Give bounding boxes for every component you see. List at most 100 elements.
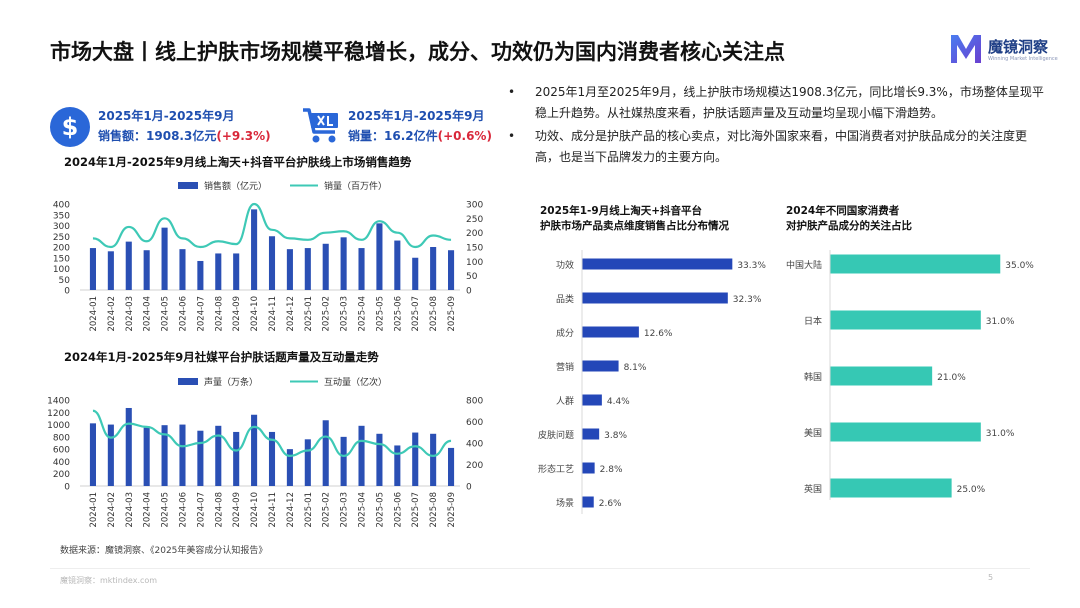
category-label: 皮肤问题: [538, 429, 574, 441]
bar-mark: [358, 425, 365, 486]
chart-selling-point-title: 2025年1-9月线上淘天+抖音平台 护肤市场产品卖点维度销售占比分布情况: [540, 204, 729, 234]
y-right-tick: 800: [466, 397, 483, 407]
hbar-mark: [582, 394, 602, 406]
kpi-volume-label: 销量：: [348, 129, 385, 143]
y-left-tick: 400: [53, 201, 70, 211]
y-right-tick: 0: [466, 483, 472, 493]
y-right-tick: 250: [466, 215, 483, 225]
category-label: 品类: [556, 293, 574, 305]
bar-mark: [179, 249, 186, 290]
value-label: 25.0%: [957, 485, 986, 495]
y-right-tick: 100: [466, 258, 483, 268]
category-label: 形态工艺: [538, 463, 574, 475]
hbar-mark: [582, 292, 728, 304]
x-tick-label: 2024-01: [89, 492, 99, 528]
bar-mark: [125, 407, 132, 486]
category-label: 韩国: [804, 371, 822, 383]
x-tick-label: 2024-08: [214, 296, 224, 332]
y-right-tick: 50: [466, 272, 478, 282]
y-right-tick: 600: [466, 418, 483, 428]
bar-mark: [89, 248, 96, 290]
bar-mark: [233, 431, 240, 486]
x-tick-label: 2025-06: [393, 296, 403, 332]
bar-mark: [448, 250, 455, 290]
footer-divider: [50, 568, 1030, 569]
bar-mark: [286, 249, 293, 290]
bar-mark: [286, 449, 293, 486]
insight-bullet: • 2025年1月至2025年9月，线上护肤市场规模达1908.3亿元，同比增长9…: [508, 85, 1044, 120]
hbar-mark: [830, 254, 1001, 274]
hbar-mark: [582, 496, 594, 508]
x-tick-label: 2024-09: [232, 296, 242, 332]
insight-bullets: • 2025年1月至2025年9月，线上护肤市场规模达1908.3亿元，同比增长9…: [508, 82, 1048, 170]
y-left-tick: 1200: [47, 409, 70, 419]
x-tick-label: 2025-09: [447, 492, 457, 528]
kpi-sales-amount: 1908.3亿元: [146, 129, 217, 143]
series-line: [92, 202, 452, 249]
x-tick-label: 2024-10: [250, 492, 260, 528]
value-label: 2.8%: [600, 465, 623, 475]
x-tick-label: 2025-08: [429, 492, 439, 528]
category-label: 中国大陆: [786, 259, 822, 271]
value-label: 33.3%: [737, 261, 766, 271]
y-right-tick: 150: [466, 244, 483, 254]
bar-mark: [322, 243, 329, 290]
x-tick-label: 2024-10: [250, 296, 260, 332]
chart-sales-title: 2024年1月-2025年9月线上淘天+抖音平台护肤线上市场销售趋势: [64, 155, 412, 169]
bar-mark: [412, 432, 419, 486]
x-tick-label: 2025-07: [411, 492, 421, 528]
kpi-volume-value: 销量：16.2亿件(+0.6%): [348, 127, 492, 144]
bar-mark: [125, 241, 132, 290]
y-left-tick: 50: [59, 276, 71, 286]
brand-tagline: Winning Market Intelligence: [988, 56, 1058, 62]
x-tick-label: 2024-02: [107, 296, 117, 332]
x-tick-label: 2024-12: [286, 492, 296, 528]
kpi-sales-value: 销售额：1908.3亿元(+9.3%): [98, 127, 271, 144]
hbar-mark: [582, 360, 619, 372]
hbar-mark: [582, 258, 733, 270]
category-label: 英国: [804, 483, 822, 495]
x-tick-label: 2024-04: [143, 492, 153, 528]
y-left-tick: 800: [53, 433, 70, 443]
bar-mark: [215, 253, 222, 290]
chart-social-title: 2024年1月-2025年9月社媒平台护肤话题声量及互动量走势: [64, 350, 379, 364]
bar-mark: [304, 248, 311, 290]
x-tick-label: 2024-05: [161, 492, 171, 528]
insight-bullet: • 功效、成分是护肤产品的核心卖点，对比海外国家来看，中国消费者对护肤品成分的关注…: [508, 129, 1028, 164]
bar-mark: [340, 237, 347, 290]
chart-selling-point-title-line: 2025年1-9月线上淘天+抖音平台: [540, 205, 702, 217]
x-tick-label: 2024-05: [161, 296, 171, 332]
category-label: 功效: [556, 259, 574, 271]
x-tick-label: 2024-11: [268, 296, 278, 332]
legend-label-line: 销量（百万件）: [324, 180, 387, 192]
y-left-tick: 150: [53, 254, 70, 264]
x-tick-label: 2025-05: [375, 296, 385, 332]
bar-mark: [197, 430, 204, 486]
bar-mark: [376, 433, 383, 486]
kpi-sales-period: 2025年1月-2025年9月: [98, 109, 235, 123]
value-label: 3.8%: [604, 431, 627, 441]
hbar-mark: [582, 428, 600, 440]
category-label: 成分: [556, 327, 574, 339]
value-label: 2.6%: [599, 499, 622, 509]
chart-country-title-line: 2024年不同国家消费者: [786, 205, 900, 217]
bar-mark: [233, 253, 240, 290]
bar-mark: [251, 414, 258, 486]
y-right-tick: 200: [466, 229, 483, 239]
chart-country-title-line: 对护肤产品成分的关注占比: [786, 220, 912, 232]
x-tick-label: 2025-01: [304, 296, 314, 332]
value-label: 32.3%: [733, 295, 762, 305]
bar-mark: [143, 427, 150, 486]
chart-selling-point-title-line: 护肤市场产品卖点维度销售占比分布情况: [540, 220, 729, 232]
hbar-mark: [830, 310, 981, 330]
bar-mark: [215, 425, 222, 486]
x-tick-label: 2025-01: [304, 492, 314, 528]
bar-mark: [107, 424, 114, 486]
bar-mark: [89, 423, 96, 486]
bar-mark: [340, 436, 347, 486]
bar-mark: [143, 250, 150, 290]
value-label: 31.0%: [986, 429, 1015, 439]
x-tick-label: 2024-11: [268, 492, 278, 528]
category-label: 场景: [556, 498, 574, 509]
y-left-tick: 300: [53, 222, 70, 232]
